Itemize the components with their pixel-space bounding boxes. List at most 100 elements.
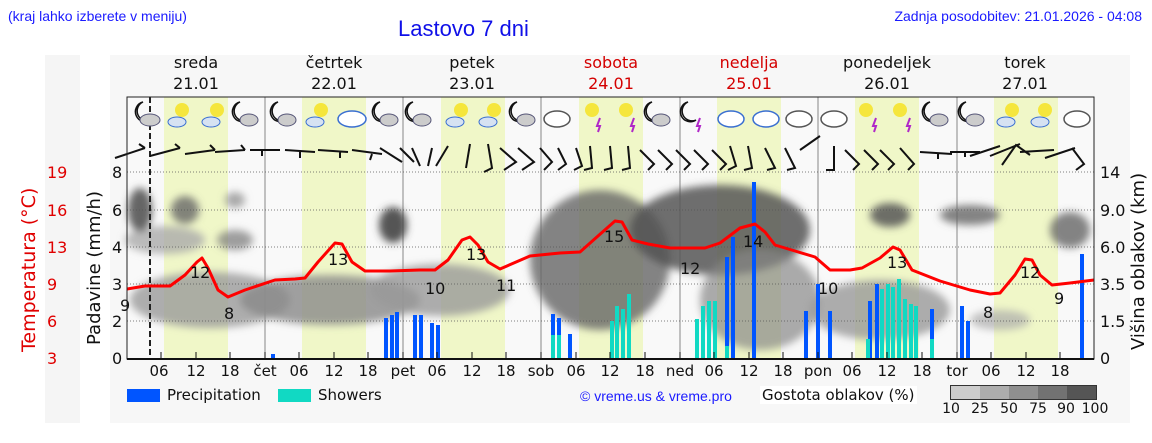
temperature-value-labels: 9 12 8 13 10 13 11 15 12 14 10 13 8 12 9 bbox=[120, 227, 1064, 323]
cloud-rain-icon bbox=[820, 110, 848, 128]
x-tick: 12 bbox=[877, 362, 897, 380]
moon-cloud-icon bbox=[134, 101, 161, 127]
sun-cloud-icon bbox=[201, 103, 224, 128]
x-tick: pon bbox=[803, 362, 833, 380]
x-tick: 18 bbox=[496, 362, 516, 380]
wind-barbs-row bbox=[114, 135, 1086, 173]
temp-tick: 16 bbox=[47, 201, 68, 220]
right-panel bbox=[1110, 55, 1130, 423]
day-header-0: sreda 21.01 bbox=[173, 53, 219, 93]
svg-text:12: 12 bbox=[680, 259, 700, 278]
cloud-rain-icon bbox=[785, 110, 813, 128]
temp-tick: 19 bbox=[47, 163, 68, 182]
day-header-2: petek 23.01 bbox=[449, 53, 495, 93]
precip-tick: 3 bbox=[112, 275, 123, 294]
scale-label: 100 bbox=[1081, 401, 1109, 417]
sun-cloud-icon bbox=[996, 103, 1019, 128]
x-tick: 06 bbox=[566, 362, 586, 380]
cloud-icon bbox=[337, 110, 367, 128]
cloud-height-axis-title: Višina oblakov (km) bbox=[1128, 172, 1149, 350]
cloud-rain-icon bbox=[1063, 110, 1091, 128]
precipitation-bars bbox=[271, 182, 1084, 359]
svg-text:13: 13 bbox=[466, 245, 486, 264]
svg-text:12: 12 bbox=[1020, 263, 1040, 282]
showers-swatch bbox=[278, 389, 311, 402]
x-tick: 18 bbox=[635, 362, 655, 380]
x-tick: pet bbox=[390, 362, 416, 380]
precip-tick: 6 bbox=[112, 201, 123, 220]
x-tick: 12 bbox=[600, 362, 620, 380]
cloud-density-title: Gostota oblakov (%) bbox=[760, 386, 917, 404]
cloud-rain-icon bbox=[752, 110, 780, 128]
precip-tick: 8 bbox=[112, 163, 123, 182]
last-update: Zadnja posodobitev: 21.01.2026 - 04:08 bbox=[894, 8, 1142, 24]
svg-text:9: 9 bbox=[120, 296, 130, 315]
cloud-height-tick: 9.0 bbox=[1100, 201, 1126, 220]
sun-cloud-icon bbox=[305, 103, 328, 128]
x-tick: 06 bbox=[427, 362, 447, 380]
precipitation-legend-label: Precipitation bbox=[167, 386, 261, 404]
x-tick: 18 bbox=[358, 362, 378, 380]
svg-text:14: 14 bbox=[743, 232, 763, 251]
cloud-height-tick: 6.0 bbox=[1100, 238, 1126, 257]
cloud-height-tick: 3.5 bbox=[1100, 275, 1126, 294]
moon-cloud-rain-icon bbox=[921, 101, 949, 127]
temp-axis-panel bbox=[45, 55, 80, 423]
precip-tick: 0 bbox=[112, 349, 123, 368]
day-header-4: nedelja 25.01 bbox=[719, 53, 779, 93]
cloud-height-tick: 0 bbox=[1100, 349, 1111, 368]
x-tick: ned bbox=[665, 362, 695, 380]
precip-tick: 2 bbox=[112, 312, 123, 331]
svg-text:8: 8 bbox=[983, 303, 993, 322]
sun-thunder-icon bbox=[619, 103, 636, 133]
day-header-5: ponedeljek 26.01 bbox=[843, 53, 931, 93]
temp-tick: 6 bbox=[47, 312, 58, 331]
weather-icons-row bbox=[134, 101, 1091, 133]
copyright-link[interactable]: © vreme.us & vreme.pro bbox=[580, 388, 732, 404]
x-tick: tor bbox=[946, 362, 968, 380]
precipitation-swatch bbox=[127, 389, 160, 402]
showers-legend-label: Showers bbox=[318, 386, 382, 404]
cloud-height-tick: 14 bbox=[1100, 163, 1121, 182]
scale-label: 50 bbox=[1000, 401, 1018, 417]
temp-tick: 13 bbox=[47, 238, 68, 257]
temp-tick: 9 bbox=[47, 275, 58, 294]
moon-cloud-rain-icon bbox=[404, 101, 432, 127]
sun-cloud-icon bbox=[1030, 103, 1052, 128]
sun-thunder-icon bbox=[585, 103, 602, 133]
svg-text:13: 13 bbox=[887, 253, 907, 272]
x-tick: 18 bbox=[773, 362, 793, 380]
cloud-height-tick: 1.5 bbox=[1100, 312, 1126, 331]
location-menu-hint: (kraj lahko izberete v meniju) bbox=[8, 8, 187, 24]
x-tick: 12 bbox=[739, 362, 759, 380]
svg-text:8: 8 bbox=[224, 304, 234, 323]
day-header-6: torek 27.01 bbox=[1002, 53, 1048, 93]
x-tick: 12 bbox=[324, 362, 344, 380]
showers-bars bbox=[551, 279, 934, 359]
moon-cloud-icon bbox=[508, 101, 536, 127]
x-tick: sob bbox=[527, 362, 555, 380]
svg-text:11: 11 bbox=[496, 276, 516, 295]
temperature-line bbox=[126, 219, 1095, 299]
cloud-rain-icon bbox=[717, 110, 745, 128]
cloud-rain-icon bbox=[543, 110, 571, 128]
x-tick: 06 bbox=[842, 362, 862, 380]
x-tick: 18 bbox=[220, 362, 240, 380]
moon-cloud-icon bbox=[643, 101, 671, 127]
temp-axis-title: Temperatura (°C) bbox=[18, 187, 40, 352]
sun-cloud-icon bbox=[445, 103, 468, 128]
x-tick: 06 bbox=[981, 362, 1001, 380]
x-tick: 18 bbox=[912, 362, 932, 380]
svg-text:10: 10 bbox=[425, 279, 445, 298]
precip-axis-title: Padavine (mm/h) bbox=[84, 191, 105, 345]
x-tick: 12 bbox=[462, 362, 482, 380]
temp-tick: 3 bbox=[47, 349, 58, 368]
x-tick: 06 bbox=[289, 362, 309, 380]
moon-thunder-icon bbox=[679, 101, 702, 133]
x-tick: čet bbox=[253, 362, 277, 380]
day-header-1: četrtek 22.01 bbox=[305, 53, 363, 93]
x-tick: 12 bbox=[186, 362, 206, 380]
scale-label: 10 bbox=[942, 401, 960, 417]
scale-label: 90 bbox=[1057, 401, 1075, 417]
moon-cloud-rain-icon bbox=[269, 101, 297, 127]
